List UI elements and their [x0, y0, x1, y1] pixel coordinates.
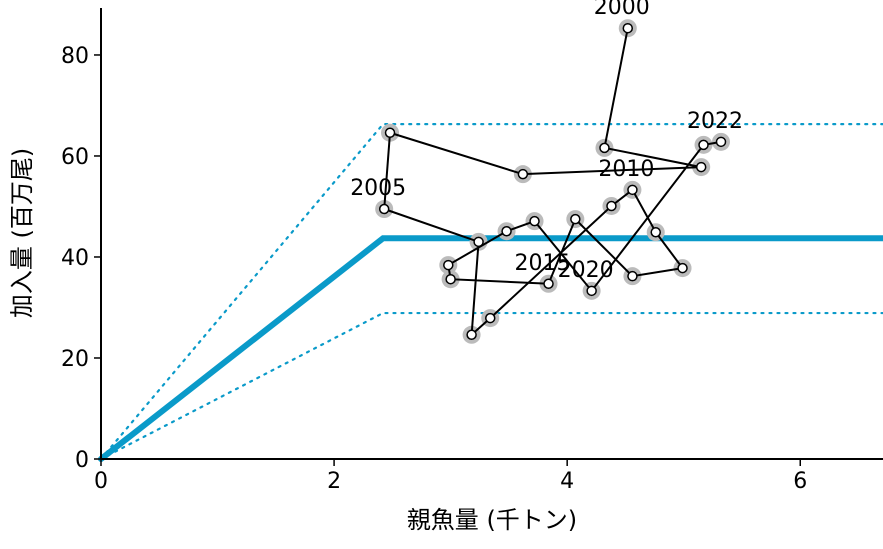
y-axis-label: 加入量 (百万尾) — [8, 148, 36, 318]
point — [443, 259, 454, 271]
point — [627, 270, 638, 282]
point — [473, 236, 484, 248]
point-label: 2020 — [558, 258, 614, 283]
point — [501, 225, 512, 237]
y-tick-label: 40 — [61, 246, 89, 271]
point — [570, 213, 581, 225]
reference-line — [98, 235, 883, 462]
point — [599, 142, 610, 154]
point — [627, 184, 638, 196]
point — [529, 215, 540, 227]
point — [698, 139, 709, 151]
point — [586, 285, 597, 297]
point — [485, 312, 496, 324]
x-tick-label: 2 — [327, 469, 341, 494]
x-tick-label: 6 — [793, 469, 807, 494]
point — [543, 278, 554, 290]
x-tick-label: 0 — [94, 469, 108, 494]
point-label: 2005 — [350, 176, 406, 201]
point — [715, 136, 727, 148]
y-tick-label: 80 — [61, 44, 89, 69]
point — [378, 203, 390, 215]
point — [606, 200, 617, 212]
point — [650, 226, 661, 238]
point — [517, 168, 529, 180]
x-axis-label: 親魚量 (千トン) — [407, 506, 577, 534]
reference-line — [99, 311, 883, 461]
point — [622, 22, 634, 34]
y-tick-label: 20 — [61, 347, 89, 372]
point-label: 2022 — [687, 109, 743, 134]
point — [384, 127, 396, 138]
reference-line — [99, 123, 883, 461]
point-label: 2010 — [598, 157, 654, 182]
point — [695, 161, 707, 173]
point-label: 2015 — [515, 251, 571, 276]
point — [466, 329, 477, 341]
y-tick-label: 60 — [61, 145, 89, 170]
point — [677, 262, 688, 274]
point-label: 2000 — [594, 0, 650, 20]
x-tick-label: 4 — [560, 469, 574, 494]
y-tick-label: 0 — [75, 448, 89, 473]
point — [445, 273, 456, 285]
